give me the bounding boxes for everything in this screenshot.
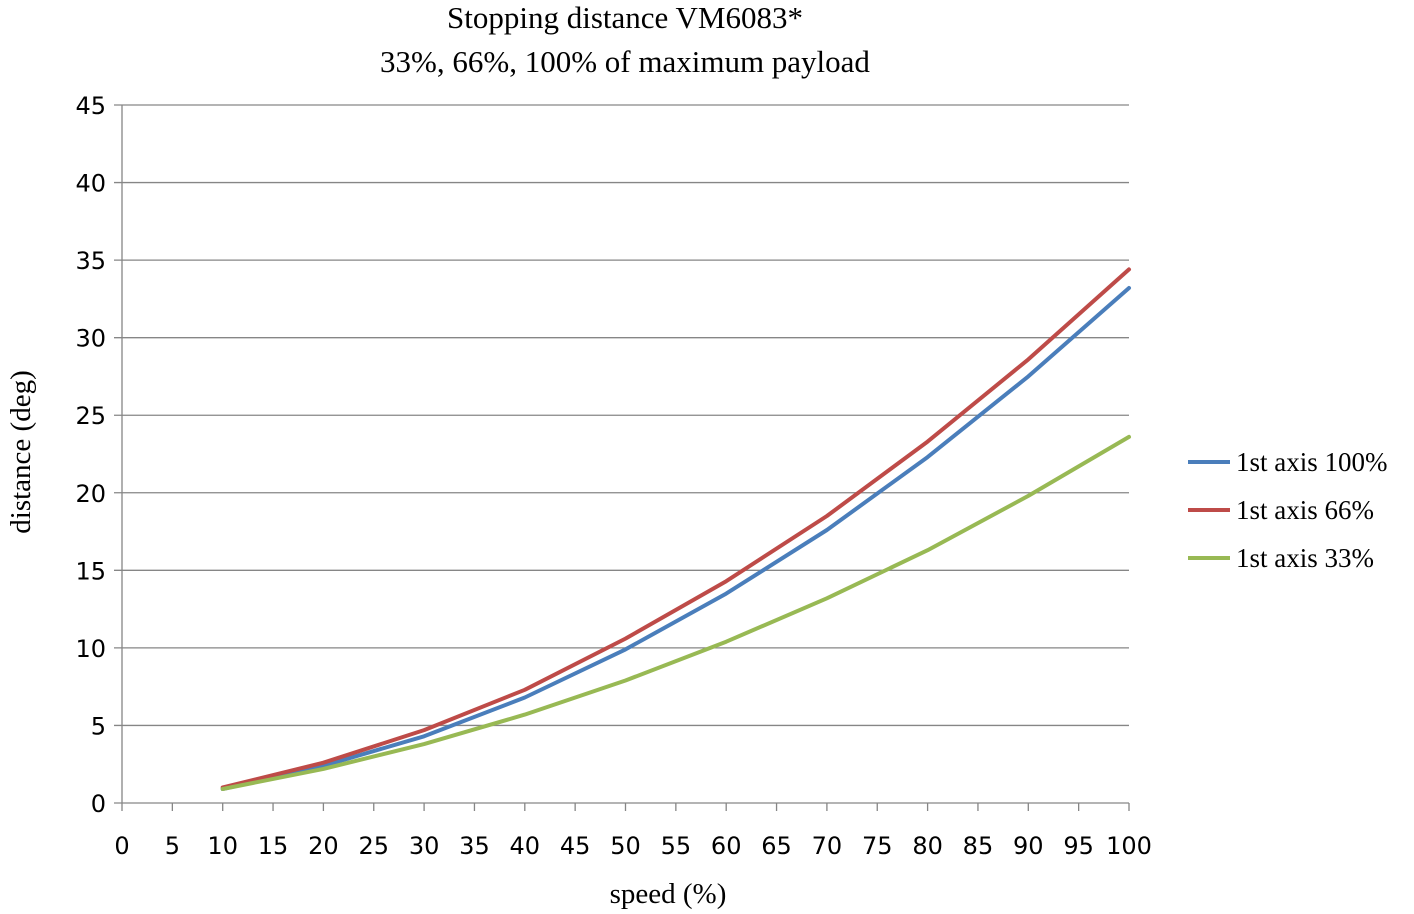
x-tick-label: 20 — [308, 832, 339, 860]
y-tick-label: 5 — [91, 712, 106, 740]
x-tick-label: 95 — [1063, 832, 1094, 860]
x-tick-label: 50 — [610, 832, 641, 860]
x-tick-label: 70 — [812, 832, 843, 860]
legend-label: 1st axis 100% — [1236, 447, 1388, 477]
x-tick-label: 25 — [358, 832, 389, 860]
x-tick-label: 80 — [912, 832, 943, 860]
x-tick-label: 85 — [963, 832, 994, 860]
axes: 0 5 10 15 20 25 30 35 40 45 0 5 10 15 20 25 30 35 40 45 50 55… — [75, 92, 1151, 860]
x-tick-label: 65 — [761, 832, 792, 860]
x-tick-label: 55 — [661, 832, 692, 860]
y-tick-label: 20 — [75, 480, 106, 508]
legend: 1st axis 100% 1st axis 66% 1st axis 33% — [1188, 447, 1388, 573]
x-tick-label: 35 — [459, 832, 490, 860]
y-axis-title: distance (deg) — [5, 370, 37, 533]
x-tick-label: 40 — [510, 832, 541, 860]
y-tick-label: 15 — [75, 557, 106, 585]
x-tick-label: 45 — [560, 832, 591, 860]
legend-label: 1st axis 33% — [1236, 543, 1374, 573]
y-tick-label: 45 — [75, 92, 106, 120]
chart-subtitle: 33%, 66%, 100% of maximum payload — [380, 44, 870, 79]
x-tick-label: 30 — [409, 832, 440, 860]
x-tick-label: 0 — [114, 832, 129, 860]
x-tick-label: 60 — [711, 832, 742, 860]
x-tick-label: 15 — [258, 832, 289, 860]
x-tick-label: 10 — [207, 832, 238, 860]
x-tick-label: 100 — [1106, 832, 1152, 860]
series-line-3 — [220, 434, 1131, 791]
gridlines — [114, 104, 1129, 727]
x-axis-title: speed (%) — [610, 878, 727, 910]
series-line-2 — [220, 267, 1131, 790]
series-lines — [220, 267, 1131, 791]
y-tick-label: 10 — [75, 635, 106, 663]
x-tick-label: 75 — [862, 832, 893, 860]
legend-label: 1st axis 66% — [1236, 495, 1374, 525]
y-tick-label: 35 — [75, 247, 106, 275]
y-tick-label: 25 — [75, 402, 106, 430]
x-tick-label: 5 — [165, 832, 180, 860]
chart-title: Stopping distance VM6083* — [447, 0, 803, 35]
y-tick-label: 40 — [75, 170, 106, 198]
series-line-1 — [220, 286, 1131, 791]
y-tick-label: 0 — [91, 790, 106, 818]
y-tick-label: 30 — [75, 325, 106, 353]
x-tick-label: 90 — [1013, 832, 1044, 860]
